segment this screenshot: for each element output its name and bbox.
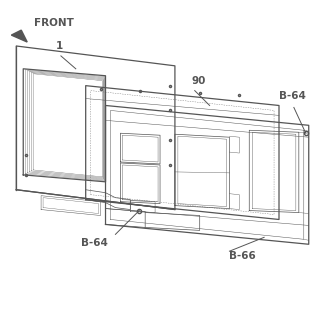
Text: 1: 1 bbox=[56, 41, 63, 51]
Text: B-66: B-66 bbox=[229, 251, 256, 261]
Text: B-64: B-64 bbox=[81, 238, 108, 248]
Text: 90: 90 bbox=[192, 76, 206, 86]
Text: FRONT: FRONT bbox=[34, 18, 74, 28]
Text: B-64: B-64 bbox=[279, 91, 306, 100]
Polygon shape bbox=[11, 30, 27, 42]
